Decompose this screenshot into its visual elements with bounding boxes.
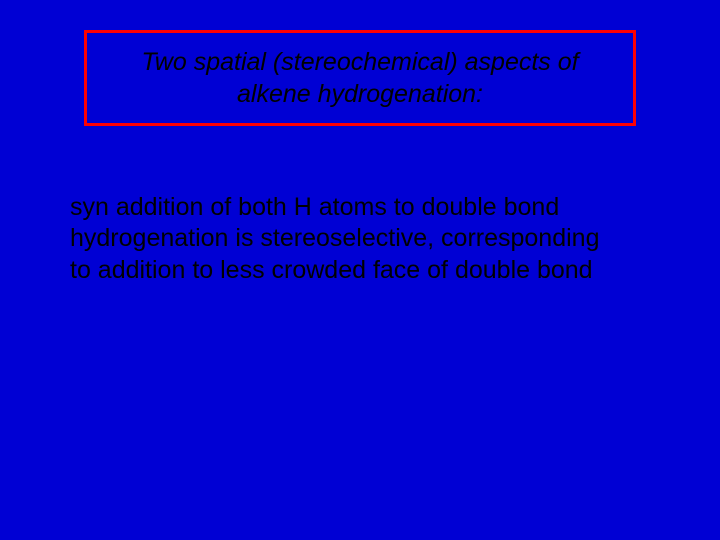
title-line-1: Two spatial (stereochemical) aspects of xyxy=(141,46,578,79)
slide: Two spatial (stereochemical) aspects of … xyxy=(0,0,720,540)
body-line-2: hydrogenation is stereoselective, corres… xyxy=(70,223,670,254)
body-line-3: to addition to less crowded face of doub… xyxy=(70,255,670,286)
title-line-2: alkene hydrogenation: xyxy=(237,78,483,111)
title-box: Two spatial (stereochemical) aspects of … xyxy=(84,30,636,126)
body-text: syn addition of both H atoms to double b… xyxy=(70,192,670,286)
body-line-1: syn addition of both H atoms to double b… xyxy=(70,192,670,223)
